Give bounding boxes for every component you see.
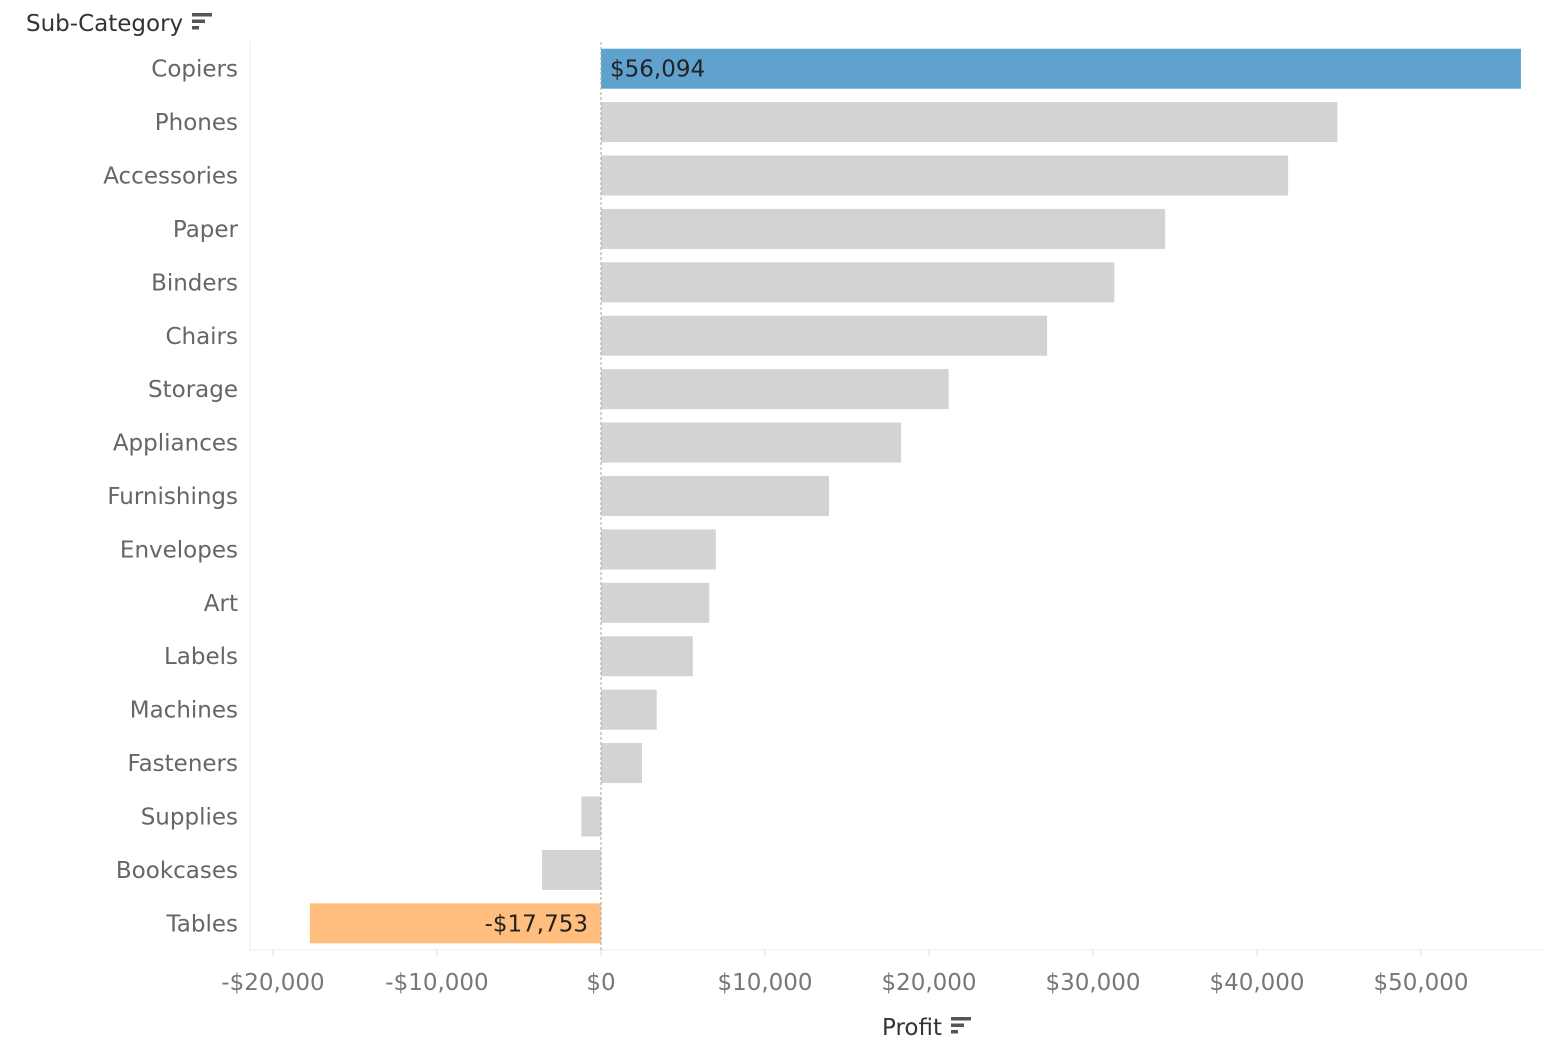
data-label-copiers: $56,094	[610, 57, 705, 83]
x-tick-label: -$20,000	[221, 970, 324, 996]
row-field-label: Sub-Category	[26, 11, 184, 37]
category-label-accessories: Accessories	[103, 164, 238, 190]
bar-labels	[601, 636, 693, 677]
category-label-phones: Phones	[155, 110, 238, 136]
bar-storage	[601, 369, 949, 410]
bar-phones	[601, 102, 1338, 143]
column-field-header[interactable]: Profit	[882, 1014, 972, 1042]
bar-supplies	[581, 796, 601, 837]
category-label-binders: Binders	[151, 270, 238, 296]
x-axis-ticks: -$20,000 -$10,000 $0 $10,000 $20,000 $30,000 $…	[221, 950, 1469, 996]
category-label-machines: Machines	[130, 698, 238, 724]
sort-descending-icon[interactable]	[950, 1014, 972, 1042]
bar-chairs	[601, 315, 1048, 356]
category-label-supplies: Supplies	[141, 804, 238, 830]
x-tick-label: $30,000	[1045, 970, 1140, 996]
category-label-envelopes: Envelopes	[120, 537, 238, 563]
bar-copiers	[601, 48, 1521, 89]
category-label-appliances: Appliances	[113, 431, 238, 457]
bar-fasteners	[601, 743, 642, 784]
category-label-chairs: Chairs	[165, 324, 238, 350]
x-tick-label: -$10,000	[385, 970, 488, 996]
bar-bookcases	[541, 849, 601, 890]
bar-furnishings	[601, 476, 829, 516]
category-label-fasteners: Fasteners	[127, 751, 238, 777]
column-field-label: Profit	[882, 1015, 942, 1041]
category-label-paper: Paper	[173, 217, 239, 243]
x-tick-label: $20,000	[881, 970, 976, 996]
bar-tables	[309, 903, 601, 944]
category-label-art: Art	[204, 591, 238, 617]
category-label-furnishings: Furnishings	[107, 484, 238, 510]
category-label-tables: Tables	[166, 911, 238, 937]
category-label-copiers: Copiers	[151, 57, 238, 83]
bar-paper	[601, 208, 1166, 249]
category-label-bookcases: Bookcases	[116, 858, 238, 884]
x-tick-label: $40,000	[1209, 970, 1304, 996]
x-tick-label: $10,000	[717, 970, 812, 996]
bar-art	[601, 582, 710, 623]
bar-accessories	[601, 155, 1289, 196]
bar-machines	[601, 689, 657, 730]
category-labels: Copiers Phones Accessories Paper Binders Chai…	[103, 57, 238, 938]
x-tick-label: $0	[586, 970, 615, 996]
row-field-header[interactable]: Sub-Category	[26, 10, 213, 38]
category-label-labels: Labels	[164, 644, 238, 670]
bar-appliances	[601, 422, 902, 463]
bar-envelopes	[601, 529, 716, 570]
category-label-storage: Storage	[148, 377, 238, 403]
pane-borders	[249, 42, 1544, 951]
bars	[309, 48, 1521, 944]
data-labels: $56,094 -$17,753	[485, 57, 706, 938]
sort-descending-icon[interactable]	[191, 10, 213, 38]
bar-binders	[601, 262, 1115, 303]
data-label-tables: -$17,753	[485, 911, 588, 937]
x-tick-label: $50,000	[1373, 970, 1468, 996]
